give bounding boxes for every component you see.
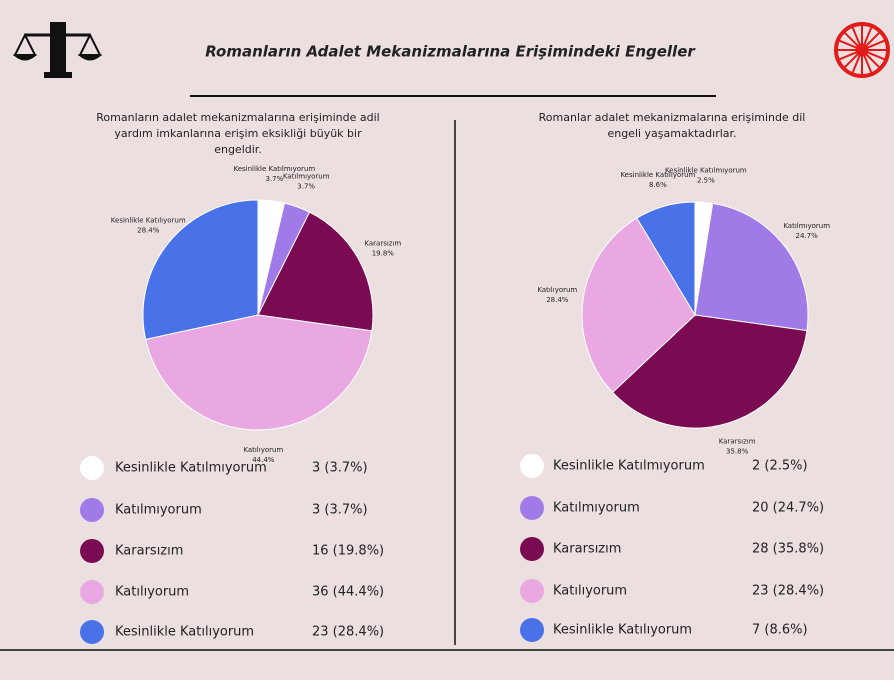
slice-label: Katılmıyorum [283, 172, 330, 180]
chart-subtitle: Romanlar adalet mekanizmalarına erişimin… [539, 111, 806, 140]
legend-label: Katılmıyorum [115, 503, 202, 518]
slice-label: Kesinlikle Katılıyorum [111, 216, 186, 224]
pie-slice [142, 199, 259, 340]
slice-label: Kararsızım [364, 239, 401, 247]
legend-value: 36 (44.4%) [312, 585, 384, 600]
slice-label: Katılmıyorum [783, 222, 830, 230]
legend-label: Katılıyorum [115, 585, 189, 600]
slice-label: Kesinlikle Katılmıyorum [665, 166, 747, 174]
legend-swatch [520, 579, 544, 603]
slice-value-label: 44.4% [252, 456, 275, 464]
legend-label: Kesinlikle Katılmıyorum [115, 461, 267, 476]
legend-swatch [80, 580, 104, 604]
slice-value-label: 3.7% [297, 182, 315, 190]
legend-label: Katılıyorum [553, 584, 627, 599]
legend-label: Kesinlikle Katılmıyorum [553, 459, 705, 474]
legend-label: Kararsızım [553, 542, 621, 557]
pie-slice [611, 314, 808, 429]
legend-swatch [80, 539, 104, 563]
chart-subtitle: Romanların adalet mekanizmalarına erişim… [96, 111, 379, 156]
pie-slice [257, 211, 374, 332]
slice-label: Kesinlikle Katılmıyorum [233, 165, 315, 173]
slice-value-label: 35.8% [726, 447, 749, 455]
legend-swatch [520, 537, 544, 561]
slice-value-label: 24.7% [796, 232, 819, 240]
slice-value-label: 19.8% [372, 249, 395, 257]
legend-swatch [80, 498, 104, 522]
pie-slice [636, 201, 696, 317]
legend-value: 7 (8.6%) [752, 623, 808, 638]
slice-label: Kararsızım [719, 437, 756, 445]
slice-label: Kesinlikle Katılıyorum [620, 171, 695, 179]
legend-value: 23 (28.4%) [752, 584, 824, 599]
pie-slice [694, 202, 809, 332]
roma-wheel-icon [834, 22, 890, 78]
pie-slice [581, 217, 696, 394]
legend-value: 2 (2.5%) [752, 459, 808, 474]
legend-swatch [80, 456, 104, 480]
legend-swatch [520, 454, 544, 478]
legend-label: Kesinlikle Katılıyorum [553, 623, 692, 638]
legend-label: Kararsızım [115, 544, 183, 559]
legend-swatch [520, 618, 544, 642]
legend-value: 20 (24.7%) [752, 501, 824, 516]
legend-label: Katılmıyorum [553, 501, 640, 516]
justice-icon [12, 22, 103, 78]
slice-label: Katılıyorum [537, 286, 577, 294]
slice-label: Katılıyorum [243, 446, 283, 454]
page-title: Romanların Adalet Mekanizmalarına Erişim… [205, 43, 696, 61]
slice-value-label: 28.4% [546, 296, 569, 304]
pie-slice [145, 314, 373, 431]
slice-value-label: 8.6% [649, 181, 667, 189]
legend-value: 28 (35.8%) [752, 542, 824, 557]
legend-value: 23 (28.4%) [312, 625, 384, 640]
slice-value-label: 3.7% [265, 175, 283, 183]
legend-value: 16 (19.8%) [312, 544, 384, 559]
legend-swatch [520, 496, 544, 520]
legend-value: 3 (3.7%) [312, 461, 368, 476]
slice-value-label: 2.5% [697, 176, 715, 184]
legend-value: 3 (3.7%) [312, 503, 368, 518]
slice-value-label: 28.4% [137, 226, 160, 234]
legend-label: Kesinlikle Katılıyorum [115, 625, 254, 640]
legend-swatch [80, 620, 104, 644]
